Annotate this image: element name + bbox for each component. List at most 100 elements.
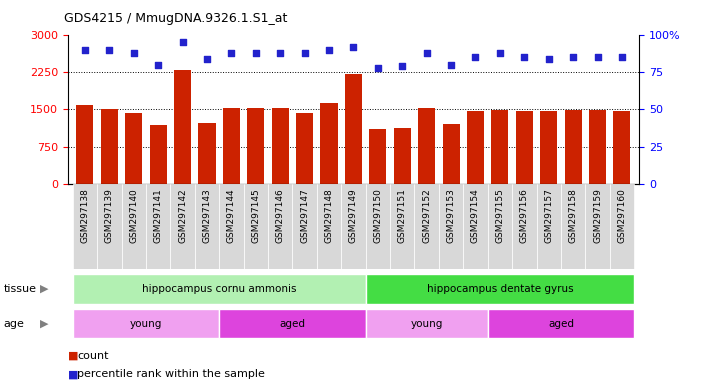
Text: GDS4215 / MmugDNA.9326.1.S1_at: GDS4215 / MmugDNA.9326.1.S1_at (64, 12, 288, 25)
Text: GSM297142: GSM297142 (178, 189, 187, 243)
Text: young: young (130, 318, 162, 329)
Bar (414, 184, 439, 269)
Bar (463, 184, 488, 269)
Bar (101, 109, 118, 184)
Bar (488, 309, 634, 338)
Point (518, 54, 530, 60)
Text: GSM297138: GSM297138 (81, 189, 89, 243)
Bar (610, 184, 634, 269)
Point (323, 46, 335, 53)
Bar (150, 126, 166, 184)
Point (372, 65, 383, 71)
Point (543, 55, 555, 61)
Bar (366, 274, 634, 304)
Text: GSM297146: GSM297146 (276, 189, 285, 243)
Bar (369, 129, 386, 184)
Bar (536, 184, 561, 269)
Text: aged: aged (279, 318, 306, 329)
Point (201, 55, 213, 61)
Bar (390, 184, 414, 269)
Text: ■: ■ (68, 351, 79, 361)
Bar (195, 184, 219, 269)
Bar (293, 184, 317, 269)
Bar (268, 184, 293, 269)
Bar (561, 184, 585, 269)
Bar (198, 123, 216, 184)
Point (616, 54, 628, 60)
Point (348, 43, 359, 50)
Bar (589, 110, 606, 184)
Bar (540, 111, 557, 184)
Text: GSM297144: GSM297144 (227, 189, 236, 243)
Bar (97, 184, 121, 269)
Point (470, 54, 481, 60)
Text: GSM297139: GSM297139 (105, 189, 114, 243)
Text: GSM297154: GSM297154 (471, 189, 480, 243)
Point (226, 50, 237, 56)
Point (592, 54, 603, 60)
Text: GSM297140: GSM297140 (129, 189, 139, 243)
Bar (247, 108, 264, 184)
Point (128, 50, 139, 56)
Text: GSM297151: GSM297151 (398, 189, 407, 243)
Bar (146, 184, 171, 269)
Point (152, 61, 164, 68)
Bar (467, 111, 484, 184)
Bar (439, 184, 463, 269)
Text: hippocampus dentate gyrus: hippocampus dentate gyrus (426, 284, 573, 294)
Bar (321, 103, 338, 184)
Point (177, 39, 188, 45)
Bar (73, 184, 97, 269)
Bar (565, 110, 582, 184)
Point (494, 50, 506, 56)
Bar (366, 184, 390, 269)
Text: GSM297145: GSM297145 (251, 189, 261, 243)
Bar (491, 111, 508, 184)
Point (274, 50, 286, 56)
Text: aged: aged (548, 318, 574, 329)
Text: hippocampus cornu ammonis: hippocampus cornu ammonis (142, 284, 296, 294)
Text: age: age (4, 318, 24, 329)
Point (299, 50, 311, 56)
Point (79, 46, 91, 53)
Text: GSM297159: GSM297159 (593, 189, 602, 243)
Bar (223, 108, 240, 184)
Bar (121, 184, 146, 269)
Bar (271, 108, 288, 184)
Text: GSM297155: GSM297155 (496, 189, 504, 243)
Text: GSM297160: GSM297160 (618, 189, 626, 243)
Bar (219, 184, 243, 269)
Bar (296, 113, 313, 184)
Bar (341, 184, 366, 269)
Text: GSM297147: GSM297147 (300, 189, 309, 243)
Bar (73, 274, 366, 304)
Bar (585, 184, 610, 269)
Point (568, 54, 579, 60)
Text: ■: ■ (68, 369, 79, 379)
Text: GSM297150: GSM297150 (373, 189, 382, 243)
Text: GSM297156: GSM297156 (520, 189, 529, 243)
Text: percentile rank within the sample: percentile rank within the sample (77, 369, 265, 379)
Point (446, 61, 457, 68)
Bar (243, 184, 268, 269)
Bar (171, 184, 195, 269)
Point (104, 46, 115, 53)
Text: GSM297152: GSM297152 (422, 189, 431, 243)
Text: GSM297141: GSM297141 (154, 189, 163, 243)
Bar (512, 184, 536, 269)
Bar (345, 74, 362, 184)
Text: GSM297148: GSM297148 (325, 189, 333, 243)
Bar (366, 309, 488, 338)
Text: ▶: ▶ (40, 284, 49, 294)
Bar (125, 113, 142, 184)
Point (421, 50, 433, 56)
Bar (76, 106, 94, 184)
Point (250, 50, 261, 56)
Bar (73, 309, 219, 338)
Text: count: count (77, 351, 109, 361)
Text: ▶: ▶ (40, 318, 49, 329)
Bar (393, 128, 411, 184)
Text: tissue: tissue (4, 284, 36, 294)
Text: young: young (411, 318, 443, 329)
Bar (219, 309, 366, 338)
